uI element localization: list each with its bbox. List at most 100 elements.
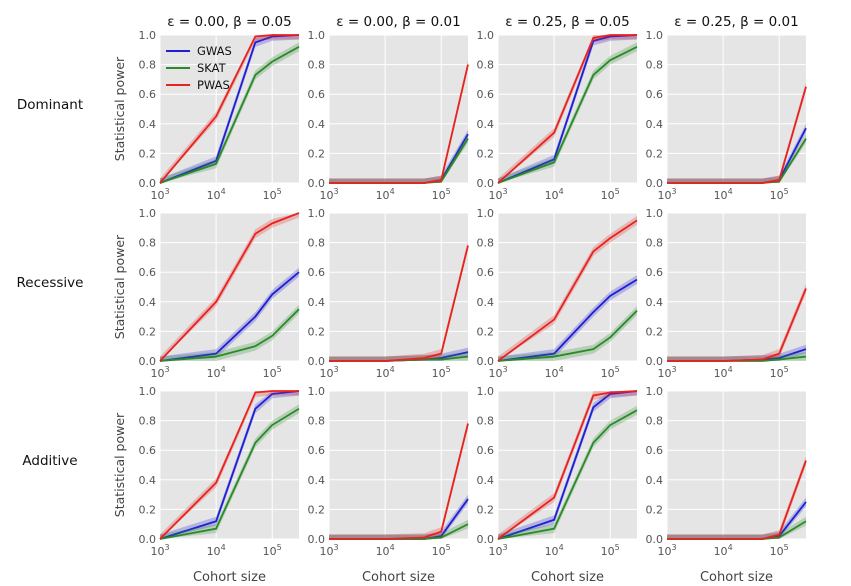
- y-tick-label: 0.0: [308, 533, 326, 546]
- confidence-band-gwas: [498, 275, 637, 361]
- y-tick-label: 0.8: [139, 237, 157, 250]
- x-axis-label: Cohort size: [700, 570, 773, 585]
- subplot-recessive-1: 0.0 0.2 0.4 0.6 0.8 1.0 103 104 105: [139, 207, 300, 380]
- y-tick-label: 1.0: [139, 207, 157, 220]
- x-tick-label: 103: [488, 187, 507, 202]
- series-line-skat: [497, 46, 638, 184]
- confidence-band-gwas: [329, 347, 468, 361]
- series-line-gwas: [497, 390, 638, 540]
- y-tick-label: 0.4: [646, 296, 664, 309]
- x-tick-label: 104: [376, 365, 395, 380]
- x-tick-label: 103: [657, 187, 676, 202]
- y-tick-label: 1.0: [139, 385, 157, 398]
- y-tick-label: 0.6: [308, 88, 326, 101]
- x-tick-label: 104: [545, 187, 564, 202]
- y-tick-label: 0.2: [139, 147, 157, 160]
- y-tick-label: 0.2: [139, 503, 157, 516]
- y-tick-label: 0.4: [646, 118, 664, 131]
- x-tick-label: 104: [376, 187, 395, 202]
- y-tick-label: 0.2: [646, 147, 664, 160]
- y-tick-label: 1.0: [477, 29, 495, 42]
- column-title: ε = 0.25, β = 0.01: [674, 14, 798, 30]
- confidence-band-skat: [160, 42, 299, 184]
- confidence-band-pwas: [498, 35, 637, 183]
- y-tick-label: 0.8: [646, 59, 664, 72]
- y-tick-label: 0.2: [308, 503, 326, 516]
- x-tick-label: 104: [207, 365, 226, 380]
- y-tick-label: 0.6: [646, 88, 664, 101]
- series-line-pwas: [329, 245, 469, 362]
- x-tick-label: 104: [545, 365, 564, 380]
- x-tick-label: 104: [714, 543, 733, 558]
- x-tick-label: 103: [657, 543, 676, 558]
- y-tick-label: 0.6: [308, 444, 326, 457]
- y-tick-label: 0.6: [646, 266, 664, 279]
- series-line-pwas: [159, 34, 299, 184]
- y-tick-label: 0.2: [308, 147, 326, 160]
- y-tick-label: 0.6: [308, 266, 326, 279]
- subplot-additive-4: 0.0 0.2 0.4 0.6 0.8 1.0 103 104 105: [646, 385, 807, 558]
- y-tick-label: 1.0: [646, 207, 664, 220]
- column-title: ε = 0.00, β = 0.05: [167, 14, 291, 30]
- x-tick-label: 103: [657, 365, 676, 380]
- y-tick-label: 0.0: [139, 355, 157, 368]
- y-tick-label: 0.8: [308, 237, 326, 250]
- y-tick-label: 0.0: [139, 177, 157, 190]
- plot-background: [498, 35, 637, 183]
- y-tick-label: 1.0: [477, 207, 495, 220]
- plot-background: [667, 35, 806, 183]
- confidence-band-gwas: [667, 497, 806, 539]
- y-tick-label: 1.0: [308, 385, 326, 398]
- y-tick-label: 0.8: [477, 415, 495, 428]
- subplot-dominant-2: 0.0 0.2 0.4 0.6 0.8 1.0 103 104 105: [308, 29, 469, 202]
- y-tick-label: 0.4: [308, 118, 326, 131]
- series-line-skat: [159, 46, 300, 184]
- y-tick-label: 0.8: [646, 415, 664, 428]
- legend: GWAS SKAT PWAS: [166, 44, 232, 92]
- subplot-additive-2: 0.0 0.2 0.4 0.6 0.8 1.0 103 104 105: [308, 385, 469, 558]
- y-tick-label: 0.6: [477, 444, 495, 457]
- x-axis-label: Cohort size: [531, 570, 604, 585]
- y-tick-label: 0.8: [139, 59, 157, 72]
- legend-label-skat: SKAT: [197, 61, 227, 75]
- confidence-band-skat: [160, 304, 299, 361]
- plot-background: [498, 213, 637, 361]
- series-line-gwas: [159, 34, 300, 184]
- series-line-pwas: [667, 288, 807, 362]
- series-line-pwas: [329, 64, 469, 184]
- x-tick-label: 104: [714, 187, 733, 202]
- y-tick-label: 0.0: [477, 533, 495, 546]
- confidence-band-skat: [498, 306, 637, 361]
- x-tick-label: 105: [432, 187, 451, 202]
- y-tick-label: 0.4: [477, 118, 495, 131]
- series-line-gwas: [159, 390, 300, 540]
- x-tick-label: 105: [770, 365, 789, 380]
- y-tick-label: 0.0: [646, 177, 664, 190]
- y-tick-label: 0.0: [308, 355, 326, 368]
- subplot-recessive-3: 0.0 0.2 0.4 0.6 0.8 1.0 103 104 105: [477, 207, 638, 380]
- y-tick-label: 1.0: [646, 385, 664, 398]
- y-tick-label: 0.0: [477, 355, 495, 368]
- x-tick-label: 103: [319, 543, 338, 558]
- plot-background: [667, 213, 806, 361]
- series-line-pwas: [497, 34, 637, 184]
- legend-label-pwas: PWAS: [197, 78, 230, 92]
- x-tick-label: 103: [319, 365, 338, 380]
- y-tick-label: 0.4: [308, 474, 326, 487]
- x-tick-label: 105: [770, 543, 789, 558]
- series-line-skat: [497, 310, 638, 362]
- row-label: Additive: [22, 453, 77, 469]
- y-tick-label: 0.4: [139, 474, 157, 487]
- subplot-dominant-1: 0.0 0.2 0.4 0.6 0.8 1.0 103 104 105: [139, 29, 300, 202]
- x-tick-label: 103: [150, 365, 169, 380]
- y-tick-label: 0.8: [308, 59, 326, 72]
- subplot-dominant-3: 0.0 0.2 0.4 0.6 0.8 1.0 103 104 105: [477, 29, 638, 202]
- y-tick-label: 0.6: [139, 88, 157, 101]
- y-axis-label: Statistical power: [112, 56, 127, 161]
- x-tick-label: 104: [714, 365, 733, 380]
- y-tick-label: 0.0: [139, 533, 157, 546]
- x-tick-label: 103: [488, 543, 507, 558]
- y-tick-label: 0.4: [646, 474, 664, 487]
- y-tick-label: 1.0: [139, 29, 157, 42]
- series-line-skat: [159, 407, 300, 540]
